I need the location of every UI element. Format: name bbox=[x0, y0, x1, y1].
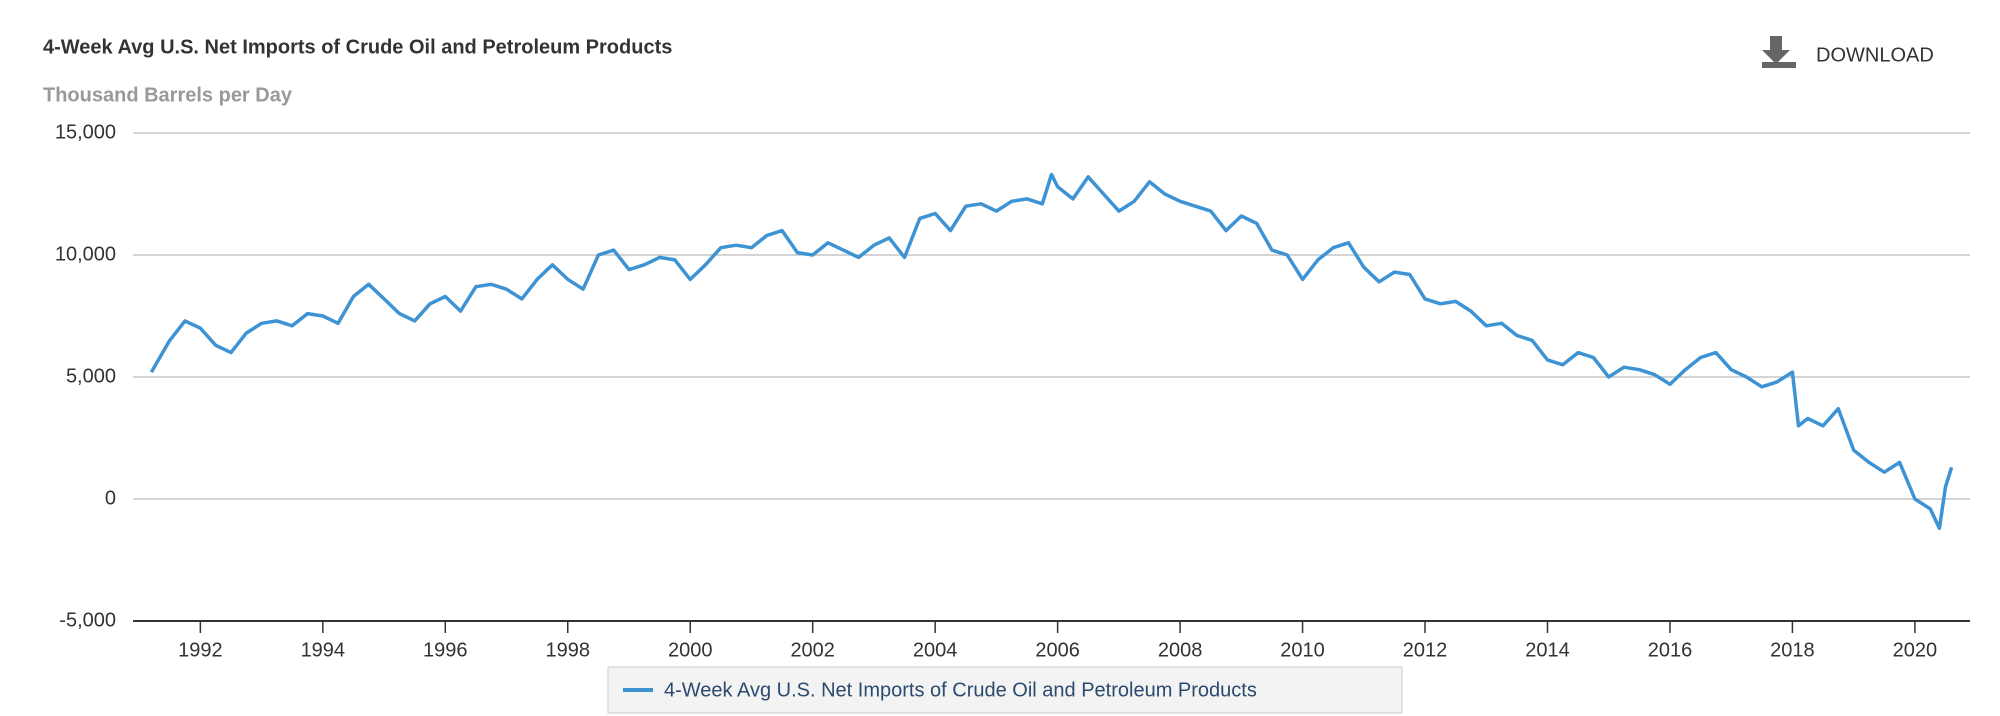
y-tick-label: -5,000 bbox=[59, 609, 116, 631]
y-tick-label: 5,000 bbox=[66, 365, 116, 387]
y-tick-label: 0 bbox=[105, 487, 116, 509]
chart-subtitle: Thousand Barrels per Day bbox=[43, 84, 293, 106]
x-tick-label: 2020 bbox=[1893, 639, 1938, 661]
download-label[interactable]: DOWNLOAD bbox=[1816, 44, 1934, 66]
x-tick-label: 2018 bbox=[1770, 639, 1815, 661]
x-tick-label: 1996 bbox=[423, 639, 468, 661]
x-tick-label: 2012 bbox=[1403, 639, 1448, 661]
x-tick-label: 2004 bbox=[913, 639, 958, 661]
x-tick-label: 1992 bbox=[178, 639, 223, 661]
x-tick-label: 2008 bbox=[1158, 639, 1203, 661]
x-tick-label: 2000 bbox=[668, 639, 713, 661]
x-tick-label: 2010 bbox=[1280, 639, 1325, 661]
download-button[interactable]: DOWNLOAD bbox=[1762, 36, 1934, 68]
x-tick-label: 1998 bbox=[546, 639, 591, 661]
line-series bbox=[149, 172, 1954, 531]
x-tick-label: 2014 bbox=[1525, 639, 1570, 661]
x-tick-label: 2016 bbox=[1648, 639, 1693, 661]
x-tick-label: 2006 bbox=[1035, 639, 1080, 661]
download-icon[interactable] bbox=[1762, 36, 1796, 68]
y-tick-label: 10,000 bbox=[55, 243, 116, 265]
x-tick-label: 2002 bbox=[790, 639, 835, 661]
y-tick-label: 15,000 bbox=[55, 121, 116, 143]
legend bbox=[607, 666, 1403, 714]
chart-title: 4-Week Avg U.S. Net Imports of Crude Oil… bbox=[43, 36, 672, 58]
legend-label: 4-Week Avg U.S. Net Imports of Crude Oil… bbox=[664, 679, 1257, 701]
x-tick-label: 1994 bbox=[301, 639, 346, 661]
